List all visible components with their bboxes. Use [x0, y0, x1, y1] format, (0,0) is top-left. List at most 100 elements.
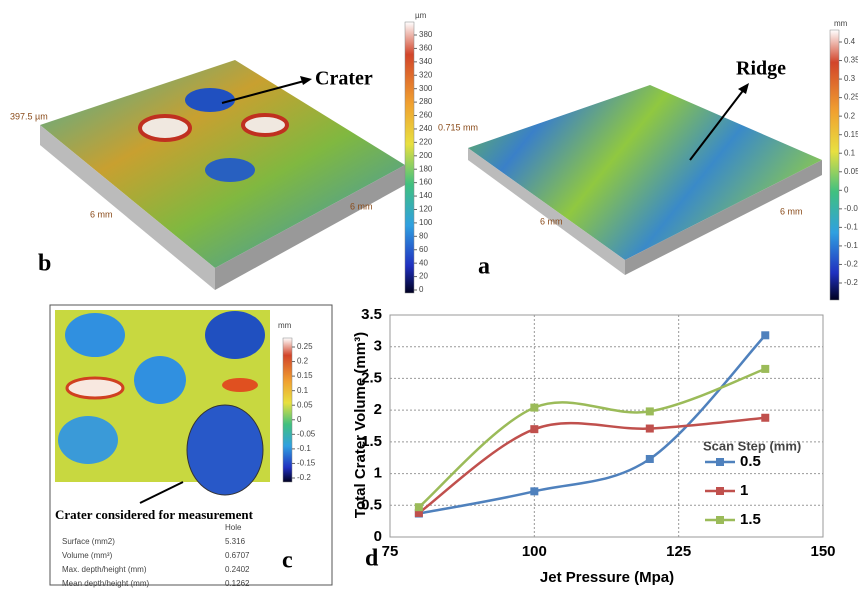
crater — [58, 416, 118, 464]
colorbar-unit: mm — [834, 19, 848, 28]
legend-marker — [716, 487, 724, 495]
colorbar-unit: µm — [415, 11, 427, 20]
colorbar-tick-label: 300 — [419, 84, 433, 93]
legend-marker — [716, 516, 724, 524]
crater-outline — [187, 405, 263, 495]
colorbar-tick-label: 0.25 — [844, 93, 858, 102]
colorbar-tick-label: 40 — [419, 258, 428, 267]
colorbar-unit: mm — [278, 321, 292, 330]
table-cell: Mean depth/height (mm) — [62, 579, 149, 588]
colorbar-tick-label: 0.05 — [297, 400, 313, 409]
colorbar-tick-label: -0.05 — [297, 429, 316, 438]
colorbar-tick-label: 160 — [419, 178, 433, 187]
peak — [222, 378, 258, 392]
colorbar-tick-label: -0.15 — [297, 459, 316, 468]
size-label: 6 mm — [90, 209, 113, 219]
colorbar-tick-label: -0.1 — [297, 444, 311, 453]
arrowhead — [738, 83, 749, 94]
y-axis-label: Total Crater Volume (mm³) — [352, 332, 369, 518]
legend-marker — [716, 458, 724, 466]
crater — [65, 313, 125, 357]
data-point — [761, 414, 769, 422]
colorbar-tick-label: 80 — [419, 231, 428, 240]
colorbar: 0.250.20.150.10.050-0.05-0.1-0.15-0.2 — [283, 338, 316, 482]
data-point — [646, 425, 654, 433]
surface — [468, 85, 822, 260]
colorbar-tick-label: 0 — [419, 285, 424, 294]
y-tick-label: 1.5 — [361, 433, 382, 450]
colorbar-tick-label: -0.2 — [297, 473, 311, 482]
colorbar-tick-label: 340 — [419, 57, 433, 66]
annotation: Ridge — [736, 58, 786, 80]
colorbar-tick-label: 0.25 — [297, 342, 313, 351]
x-tick-label: 150 — [810, 543, 835, 560]
colorbar-tick-label: 0 — [844, 185, 849, 194]
colorbar-tick-label: 0.15 — [297, 371, 313, 380]
colorbar-tick-label: 0.1 — [297, 386, 309, 395]
annotation: Crater — [315, 68, 373, 90]
colorbar-tick-label: 0.4 — [844, 37, 856, 46]
colorbar: 3803603403203002802602402202001801601401… — [405, 22, 433, 294]
colorbar-tick-label: -0.1 — [844, 222, 858, 231]
y-tick-label: 2 — [374, 401, 382, 418]
colorbar-tick-label: 220 — [419, 137, 433, 146]
y-tick-label: 3 — [374, 338, 382, 355]
colorbar-tick-label: -0.25 — [844, 278, 858, 287]
y-tick-label: 3.5 — [361, 306, 382, 323]
height-label: 397.5 µm — [10, 111, 48, 121]
colorbar-tick-label: 0.3 — [844, 74, 856, 83]
legend-label: 0.5 — [740, 453, 761, 470]
panel-b: Crater 397.5 µm 6 mm 6 mm b — [10, 60, 405, 290]
colorbar-gradient — [405, 22, 414, 293]
data-point — [530, 425, 538, 433]
panel-label: b — [38, 251, 51, 277]
panel-a: Ridge 0.715 mm 6 mm 6 mm a — [438, 58, 822, 280]
x-tick-label: 100 — [522, 543, 547, 560]
y-tick-label: 1 — [374, 465, 382, 482]
data-point — [646, 455, 654, 463]
size-label: 6 mm — [780, 206, 803, 216]
colorbar-gradient — [283, 338, 292, 482]
colorbar-tick-label: -0.05 — [844, 204, 858, 213]
x-tick-label: 75 — [382, 543, 399, 560]
colorbar-tick-label: 0.1 — [844, 148, 856, 157]
colorbar-tick-label: 0 — [297, 415, 302, 424]
crater — [185, 88, 235, 112]
table-cell: Surface (mm2) — [62, 537, 115, 546]
colorbar-tick-label: 0.35 — [844, 56, 858, 65]
y-tick-label: 2.5 — [361, 369, 382, 386]
colorbar-tick-label: 320 — [419, 70, 433, 79]
panel-label: d — [365, 546, 379, 572]
peak — [243, 115, 287, 135]
colorbar-tick-label: 240 — [419, 124, 433, 133]
legend-label: 1.5 — [740, 511, 761, 528]
legend-label: 1 — [740, 482, 748, 499]
arrowhead — [300, 76, 312, 85]
colorbar-tick-label: 260 — [419, 111, 433, 120]
peak — [67, 378, 123, 398]
table-header: Hole — [225, 523, 242, 532]
data-point — [761, 331, 769, 339]
colorbar-tick-label: 120 — [419, 205, 433, 214]
series-line — [419, 418, 765, 513]
colorbar-tick-label: 0.2 — [844, 111, 856, 120]
colorbar-tick-label: 140 — [419, 191, 433, 200]
table-cell: 0.2402 — [225, 565, 250, 574]
peak — [140, 116, 190, 140]
x-axis-label: Jet Pressure (Mpa) — [540, 569, 674, 586]
crater — [205, 158, 255, 182]
size-label: 6 mm — [350, 201, 373, 211]
table-cell: 0.6707 — [225, 551, 250, 560]
size-label: 6 mm — [540, 216, 563, 226]
measurement-table: Surface (mm2)5.316Volume (mm³)0.6707Max.… — [62, 537, 250, 588]
panel-label: c — [282, 548, 293, 574]
colorbar-tick-label: 0.15 — [844, 130, 858, 139]
table-cell: Max. depth/height (mm) — [62, 565, 147, 574]
colorbar-tick-label: 100 — [419, 218, 433, 227]
table-cell: Volume (mm³) — [62, 551, 113, 560]
colorbar-gradient — [830, 30, 839, 300]
colorbar-tick-label: 200 — [419, 151, 433, 160]
crater — [205, 311, 265, 359]
colorbar-tick-label: 360 — [419, 44, 433, 53]
crater — [134, 356, 186, 404]
